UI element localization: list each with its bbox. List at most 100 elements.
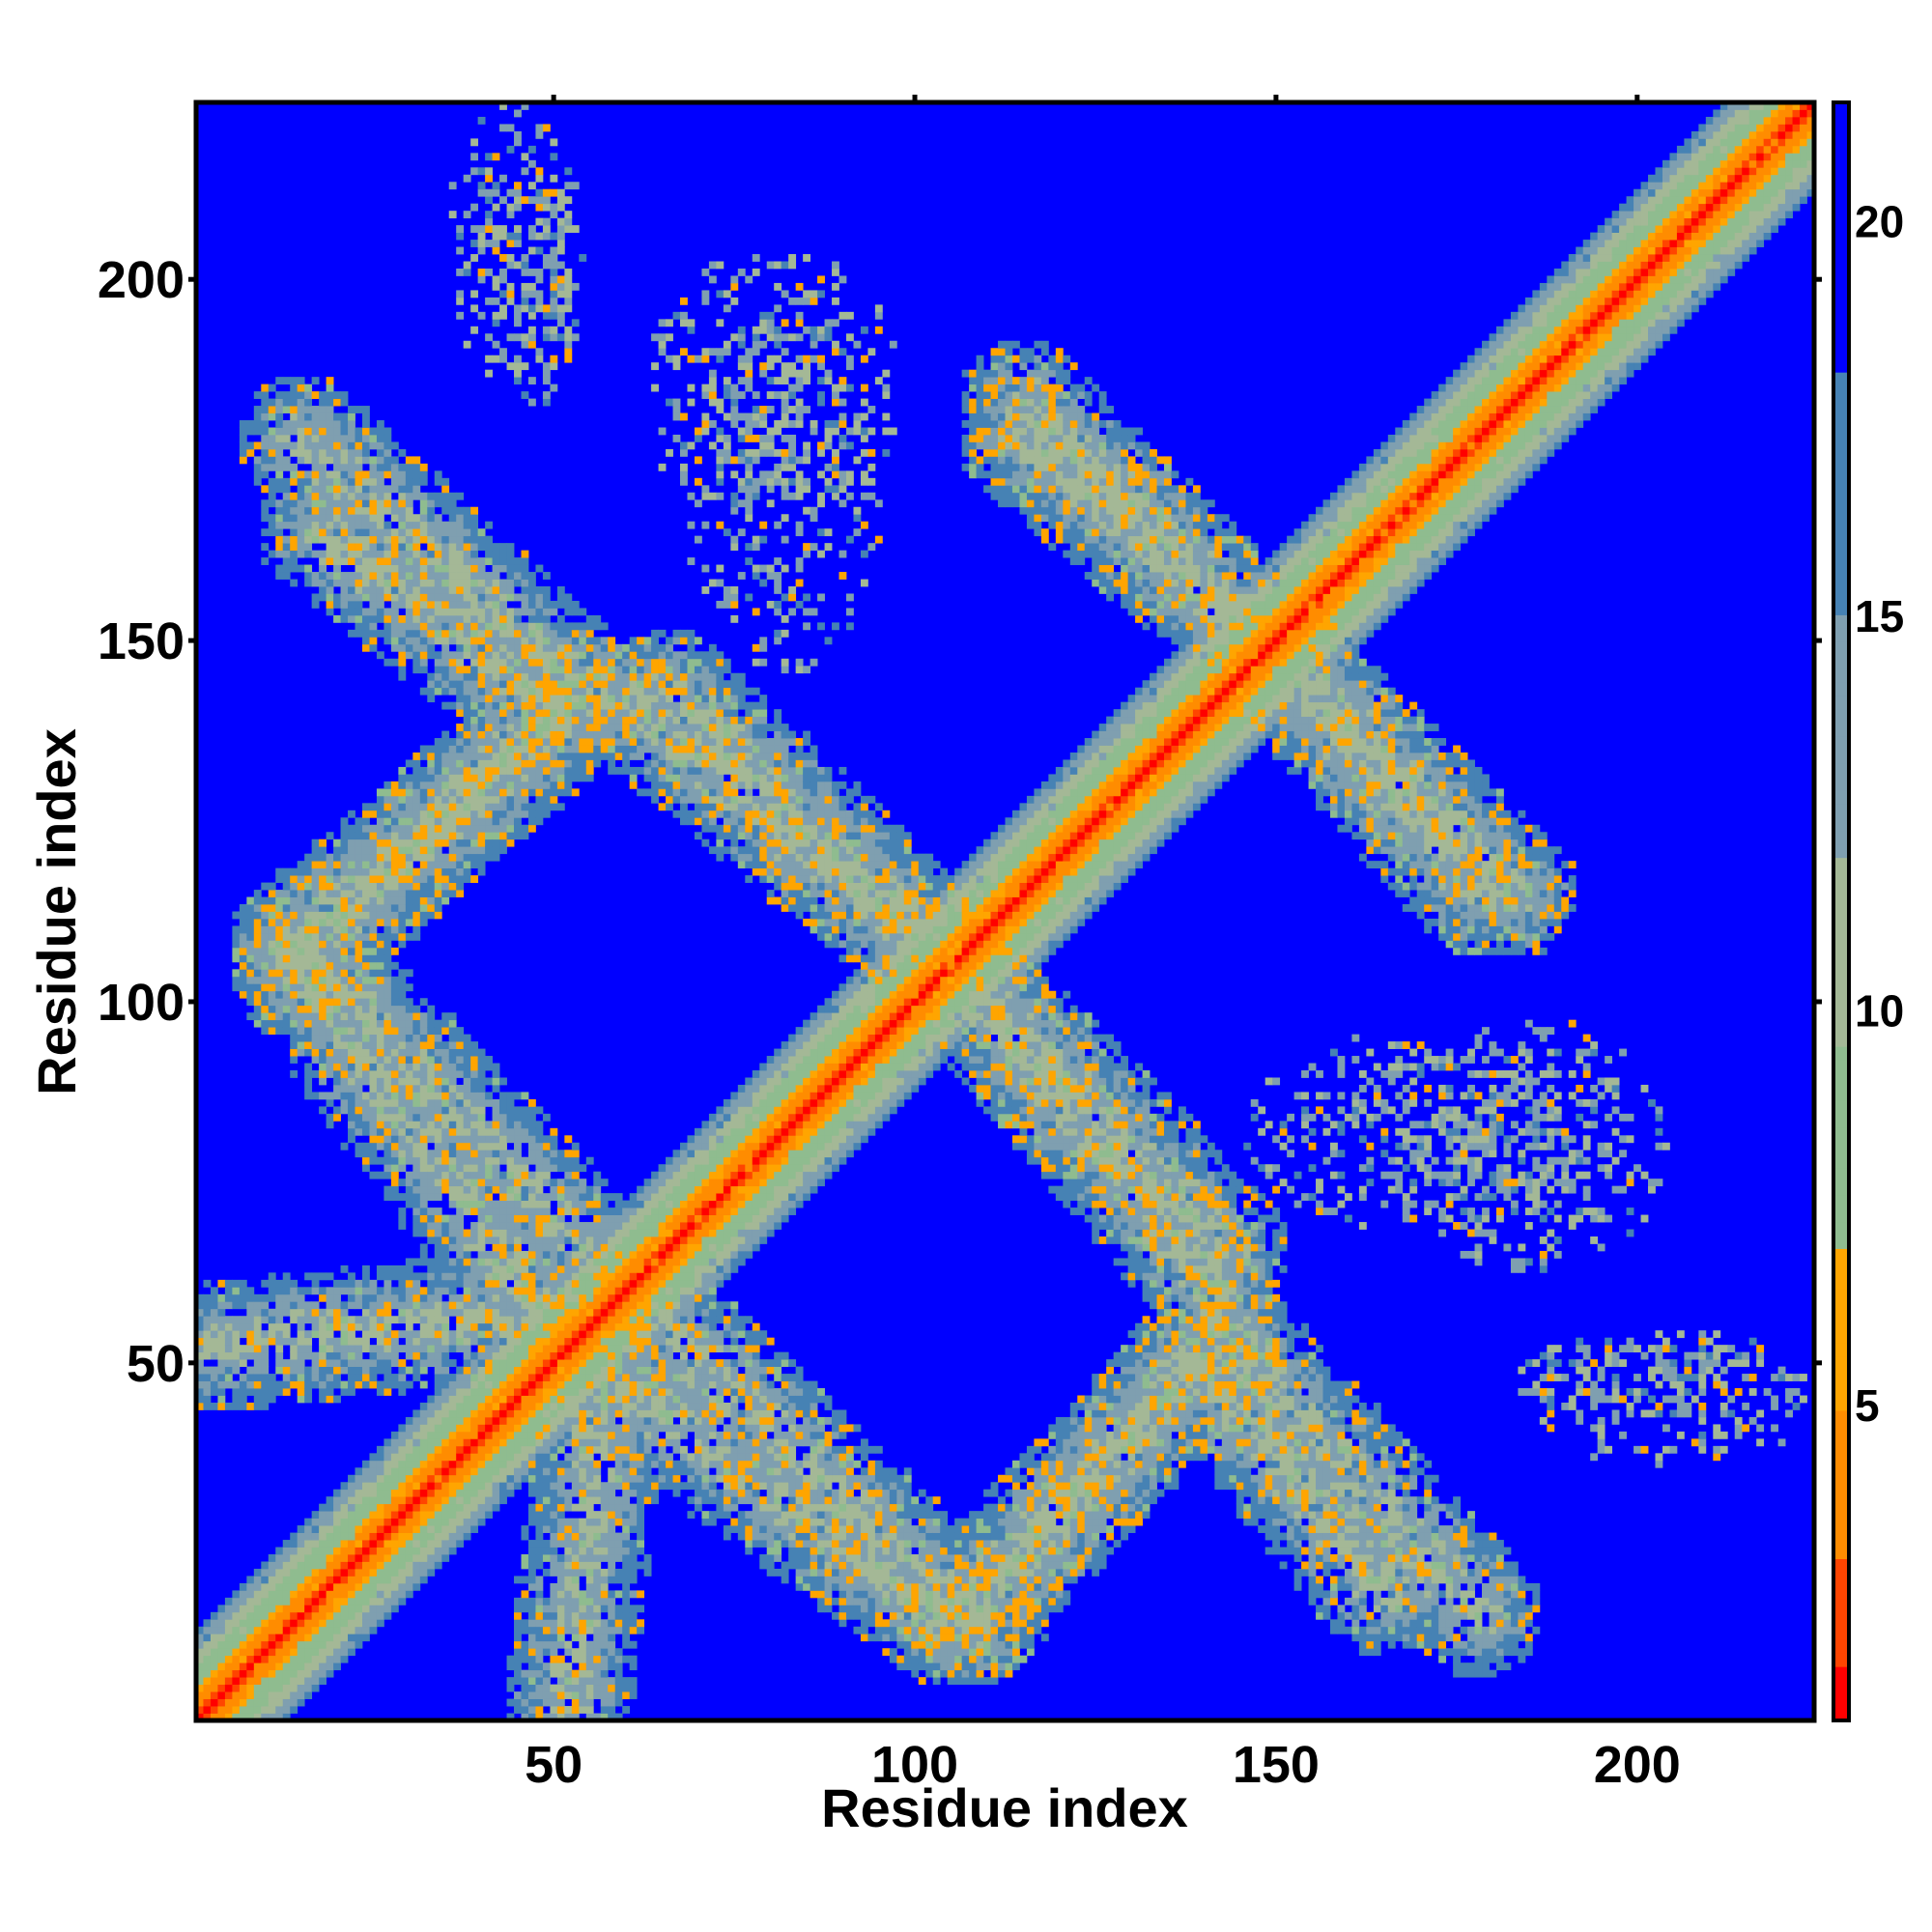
heatmap-cell [304, 1532, 313, 1541]
heatmap-cell [326, 1351, 334, 1360]
heatmap-cell [405, 1098, 413, 1107]
heatmap-cell [514, 1214, 522, 1223]
heatmap-cell [441, 1121, 450, 1129]
heatmap-cell [485, 196, 493, 205]
heatmap-cell [398, 1179, 407, 1187]
heatmap-cell [514, 1193, 522, 1202]
heatmap-cell [427, 1438, 436, 1447]
heatmap-cell [340, 998, 349, 1007]
heatmap-cell [369, 803, 378, 811]
heatmap-cell [398, 1308, 407, 1317]
heatmap-cell [290, 1308, 298, 1317]
heatmap-cell [542, 1648, 551, 1657]
heatmap-cell [333, 1532, 341, 1541]
heatmap-cell [535, 1287, 544, 1295]
heatmap-cell [361, 1121, 370, 1129]
heatmap-cell [361, 412, 370, 421]
heatmap-cell [361, 1345, 370, 1353]
heatmap-cell [297, 1019, 305, 1028]
heatmap-cell [405, 1012, 413, 1021]
heatmap-cell [311, 572, 320, 580]
heatmap-cell [535, 622, 544, 631]
heatmap-cell [282, 1279, 291, 1288]
heatmap-cell [361, 1316, 370, 1324]
heatmap-cell [361, 803, 370, 811]
heatmap-cell [398, 1127, 407, 1136]
heatmap-cell [412, 1019, 421, 1028]
heatmap-cell [376, 1547, 384, 1555]
heatmap-cell [340, 1287, 349, 1295]
heatmap-cell [427, 572, 436, 580]
heatmap-cell [514, 1460, 522, 1468]
heatmap-cell [514, 752, 522, 760]
heatmap-cell [419, 557, 428, 565]
heatmap-cell [499, 1351, 507, 1360]
heatmap-cell [203, 1308, 212, 1317]
heatmap-cell [448, 701, 457, 710]
heatmap-cell [448, 1416, 457, 1425]
heatmap-cell [448, 1525, 457, 1533]
heatmap-cell [427, 1431, 436, 1439]
heatmap-cell [448, 1106, 457, 1115]
heatmap-cell [514, 1279, 522, 1288]
heatmap-cell [369, 1489, 378, 1497]
heatmap-cell [253, 1374, 262, 1381]
heatmap-cell [361, 1113, 370, 1122]
heatmap-cell [311, 1048, 320, 1057]
heatmap-cell [492, 832, 500, 840]
heatmap-cell [405, 1532, 413, 1541]
heatmap-cell [514, 1576, 522, 1584]
heatmap-cell [427, 528, 436, 537]
heatmap-cell [419, 1293, 428, 1302]
heatmap-cell [390, 1540, 399, 1548]
heatmap-cell [499, 795, 507, 804]
heatmap-cell [506, 145, 515, 154]
heatmap-cell [210, 1322, 218, 1331]
heatmap-cell [521, 1388, 529, 1396]
heatmap-cell [326, 1070, 334, 1078]
heatmap-cell [434, 1547, 442, 1555]
heatmap-cell [456, 521, 465, 529]
heatmap-cell [470, 1142, 479, 1151]
heatmap-cell [282, 1648, 291, 1657]
heatmap-cell [499, 666, 507, 674]
heatmap-cell [340, 470, 349, 479]
heatmap-cell [463, 788, 471, 797]
heatmap-cell [361, 572, 370, 580]
heatmap-cell [376, 1012, 384, 1021]
heatmap-cell [506, 1431, 515, 1439]
heatmap-cell [470, 629, 479, 638]
heatmap-cell [333, 391, 341, 399]
heatmap-cell [506, 774, 515, 782]
heatmap-cell [333, 1568, 341, 1577]
heatmap-cell [326, 514, 334, 523]
heatmap-cell [261, 1626, 270, 1634]
heatmap-cell [448, 1121, 457, 1129]
heatmap-cell [492, 188, 500, 197]
heatmap-cell [405, 1590, 413, 1599]
heatmap-cell [463, 1511, 471, 1520]
heatmap-cell [253, 1316, 262, 1324]
heatmap-cell [384, 629, 392, 638]
heatmap-cell [485, 586, 493, 594]
heatmap-cell [333, 925, 341, 934]
heatmap-cell [463, 1084, 471, 1093]
heatmap-cell [246, 1634, 255, 1642]
heatmap-cell [232, 925, 241, 934]
heatmap-cell [527, 1171, 536, 1179]
heatmap-cell [311, 1330, 320, 1339]
heatmap-cell [456, 1431, 465, 1439]
heatmap-cell [326, 867, 334, 876]
heatmap-cell [463, 1308, 471, 1317]
heatmap-cell [369, 1590, 378, 1599]
heatmap-cell [485, 832, 493, 840]
heatmap-cell [355, 485, 363, 494]
heatmap-cell [326, 1330, 334, 1339]
heatmap-cell [427, 745, 436, 753]
heatmap-cell [521, 803, 529, 811]
heatmap-cell [412, 1467, 421, 1476]
heatmap-cell [427, 1179, 436, 1187]
heatmap-cell [275, 514, 284, 523]
heatmap-cell [485, 1388, 493, 1396]
heatmap-cell [542, 1518, 551, 1526]
